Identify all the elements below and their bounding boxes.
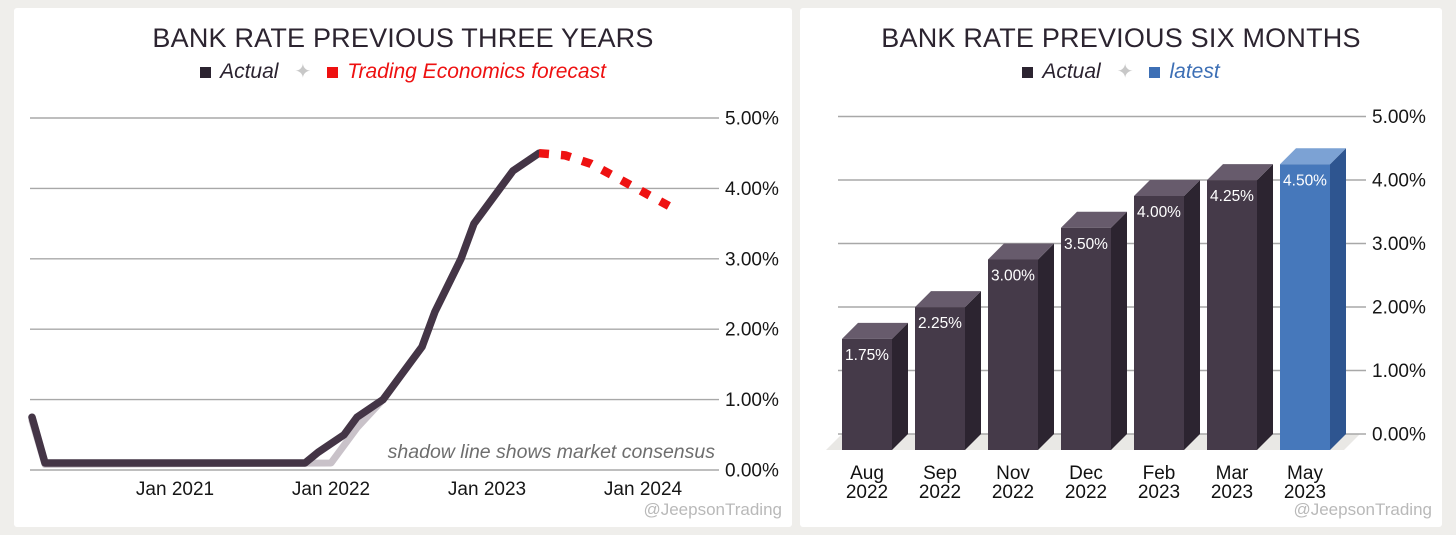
bar-year-label: 2022 [919, 482, 961, 503]
bar-year-label: 2022 [1065, 482, 1107, 503]
legend-label-actual: Actual [220, 60, 279, 83]
y-tick-label: 1.00% [725, 390, 779, 411]
y-tick-label: 1.00% [1372, 361, 1426, 382]
legend-separator-diamond-icon: ✦ [294, 61, 312, 83]
chart-title-six-months: BANK RATE PREVIOUS SIX MONTHS [881, 23, 1361, 53]
three-year-chart-panel: BANK RATE PREVIOUS THREE YEARS Actual ✦ Tr… [14, 8, 792, 527]
y-tick-label: 3.00% [725, 249, 779, 270]
bar-value-label: 4.50% [1283, 172, 1327, 189]
y-tick-label: 2.00% [1372, 298, 1426, 319]
x-tick-label: Jan 2024 [604, 479, 683, 500]
chart-title-three-years: BANK RATE PREVIOUS THREE YEARS [152, 23, 654, 53]
bar-year-label: 2022 [846, 482, 888, 503]
bar-chart-canvas: 5.00%4.00%3.00%2.00%1.00%0.00%1.75%Aug20… [826, 107, 1426, 503]
legend-label-forecast: Trading Economics forecast [347, 60, 606, 83]
legend-three-years: Actual ✦ Trading Economics forecast [14, 59, 792, 84]
bar-front-face [1280, 164, 1330, 450]
bar-front-face [1207, 180, 1257, 450]
watermark: @JeepsonTrading [1293, 500, 1432, 519]
watermark: @JeepsonTrading [643, 500, 782, 519]
bar-top-face [842, 322, 908, 339]
bar-value-label: 3.50% [1064, 236, 1108, 253]
bar-side-face [1038, 243, 1054, 450]
bar-front-face [1134, 196, 1184, 450]
bar-value-label: 2.25% [918, 315, 962, 332]
actual-swatch-icon [1022, 67, 1034, 78]
bar-value-label: 1.75% [845, 347, 889, 364]
bar-year-label: 2023 [1284, 482, 1326, 503]
bar-year-label: 2023 [1211, 482, 1253, 503]
bar-month-label: Nov [996, 463, 1030, 484]
y-tick-label: 0.00% [1372, 425, 1426, 446]
y-tick-label: 0.00% [725, 461, 779, 482]
bar-year-label: 2022 [992, 482, 1034, 503]
forecast-line [538, 148, 672, 210]
bar-front-face [842, 338, 892, 450]
bar-month-label: Feb [1143, 463, 1176, 484]
y-tick-label: 4.00% [725, 179, 779, 200]
gridlines: 5.00% 4.00% 3.00% 2.00% 1.00% 0.00% [30, 109, 779, 482]
bar-side-face [1330, 148, 1346, 450]
bar-front-face [915, 307, 965, 450]
actual-line [28, 149, 543, 467]
bar-month-label: Aug [850, 463, 884, 484]
six-month-chart-panel: BANK RATE PREVIOUS SIX MONTHS Actual ✦ lat… [800, 8, 1442, 527]
y-tick-label: 5.00% [725, 109, 779, 130]
x-tick-label: Jan 2021 [136, 479, 214, 500]
legend-label-actual: Actual [1042, 60, 1101, 83]
y-tick-label: 4.00% [1372, 171, 1426, 192]
bar-top-face [1280, 148, 1346, 165]
bar-side-face [1184, 180, 1200, 450]
shadow-annotation: shadow line shows market consensus [388, 441, 716, 463]
x-tick-label: Jan 2023 [448, 479, 526, 500]
y-tick-label: 3.00% [1372, 234, 1426, 255]
latest-swatch-icon [1149, 67, 1161, 78]
forecast-swatch-icon [327, 67, 339, 78]
legend-label-latest: latest [1169, 60, 1220, 83]
bar-top-face [1134, 180, 1200, 196]
line-chart-canvas: 5.00%4.00%3.00%2.00%1.00%0.00%Jan 2021 Ja… [28, 109, 779, 500]
bar-value-label: 4.25% [1210, 188, 1254, 205]
bar-top-face [1061, 211, 1127, 228]
legend-item-forecast: Trading Economics forecast [327, 60, 606, 83]
shadow-line [28, 149, 543, 468]
bar-side-face [1111, 211, 1127, 450]
bar-side-face [892, 322, 908, 450]
legend-item-actual: Actual [1022, 60, 1101, 83]
bar-side-face [965, 291, 981, 450]
bar-side-face [1257, 164, 1273, 450]
bars: 1.75%Aug20222.25%Sep20223.00%Nov20223.50… [842, 148, 1346, 503]
bar-year-label: 2023 [1138, 482, 1180, 503]
bar-top-face [988, 243, 1054, 260]
legend-item-actual: Actual [200, 60, 278, 83]
x-axis-labels: Jan 2021 Jan 2022 Jan 2023 Jan 2024 [136, 479, 683, 500]
legend-six-months: Actual ✦ latest [800, 59, 1442, 84]
bar-front-face [1061, 227, 1111, 450]
bar-month-label: Sep [923, 463, 957, 484]
y-tick-label: 2.00% [725, 320, 779, 341]
legend-item-latest: latest [1149, 60, 1220, 83]
legend-separator-diamond-icon: ✦ [1116, 61, 1134, 83]
bar-value-label: 4.00% [1137, 204, 1181, 221]
bar-top-face [1207, 164, 1273, 181]
x-tick-label: Jan 2022 [292, 479, 370, 500]
bar-value-label: 3.00% [991, 268, 1035, 285]
bar-month-label: Mar [1216, 463, 1249, 484]
y-tick-label: 5.00% [1372, 107, 1426, 128]
bar-month-label: Dec [1069, 463, 1103, 484]
bar-top-face [915, 291, 981, 308]
actual-swatch-icon [200, 67, 212, 78]
bar-month-label: May [1287, 463, 1323, 484]
bar-front-face [988, 259, 1038, 450]
